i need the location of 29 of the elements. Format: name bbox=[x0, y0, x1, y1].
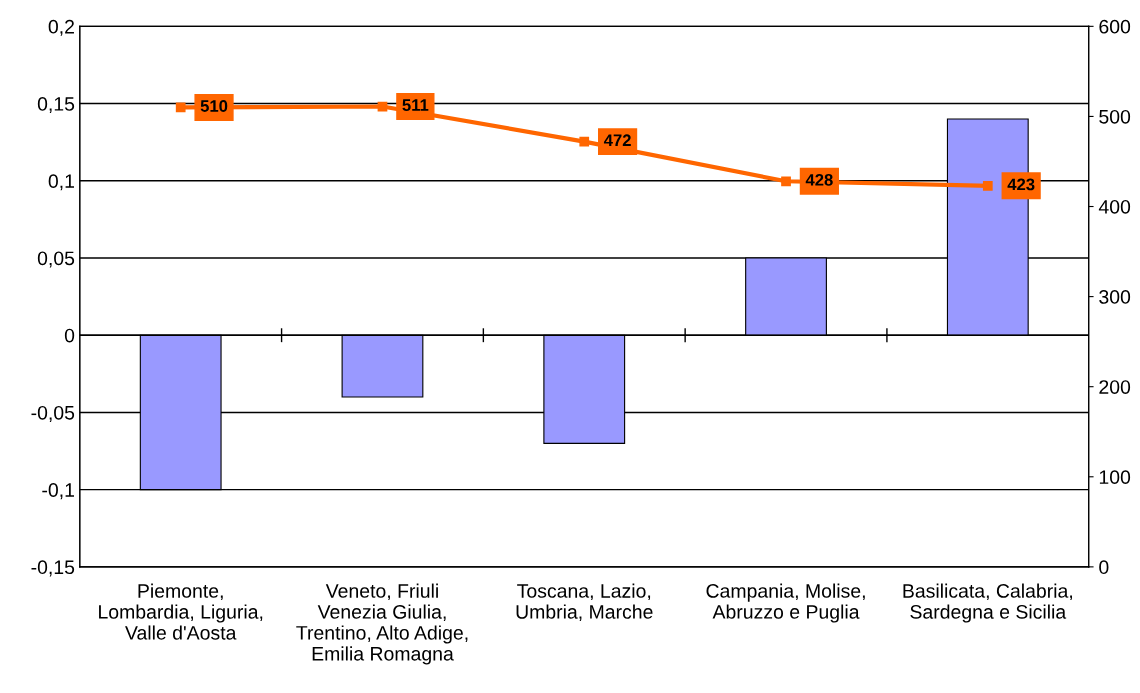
y-tick-label: -0,15 bbox=[31, 560, 75, 577]
point bbox=[781, 176, 791, 187]
y2-tick-label: 600 bbox=[1099, 19, 1131, 34]
x-tick-label: Campania, Molise, Abruzzo e Puglia bbox=[706, 583, 865, 623]
point bbox=[982, 180, 993, 191]
y-tick-label: 0,15 bbox=[37, 97, 75, 114]
y2-tick-label: 400 bbox=[1098, 199, 1131, 214]
y-tick-label: 0,05 bbox=[37, 251, 75, 268]
x-tick-label: Toscana, Lazio, Umbria, Marche bbox=[516, 583, 653, 622]
y-tick-label: -0,05 bbox=[31, 405, 75, 422]
y2-tick-label: 300 bbox=[1099, 290, 1131, 304]
y2-tick-label: 200 bbox=[1099, 380, 1131, 394]
x-tick-label: Veneto, Friuli Venezia Giulia, Trentino, Alto Adige, Emilia Romagna bbox=[296, 583, 468, 665]
y-tick-label: 0 bbox=[64, 328, 75, 343]
y2-tick-label: 500 bbox=[1099, 109, 1131, 124]
y-tick-label: -0,1 bbox=[42, 483, 74, 500]
y2-tick-label: 0 bbox=[1099, 560, 1109, 575]
point bbox=[579, 136, 590, 147]
y-tick-label: 0,2 bbox=[48, 19, 74, 36]
x-tick-label: Piemonte, Lombardia, Liguria, Valle d'Aosta bbox=[99, 583, 263, 640]
x-tick-label: Basilicata, Calabria, Sardegna e Sicilia bbox=[903, 583, 1072, 623]
data-label: 472 bbox=[603, 134, 631, 146]
data-label: 510 bbox=[200, 100, 228, 112]
y-tick-label: 0,1 bbox=[48, 174, 74, 191]
data-label: 511 bbox=[402, 99, 429, 111]
data-label: 423 bbox=[1007, 178, 1035, 191]
y2-tick-label: 100 bbox=[1099, 470, 1131, 485]
point bbox=[175, 102, 186, 113]
data-label: 428 bbox=[805, 173, 833, 186]
